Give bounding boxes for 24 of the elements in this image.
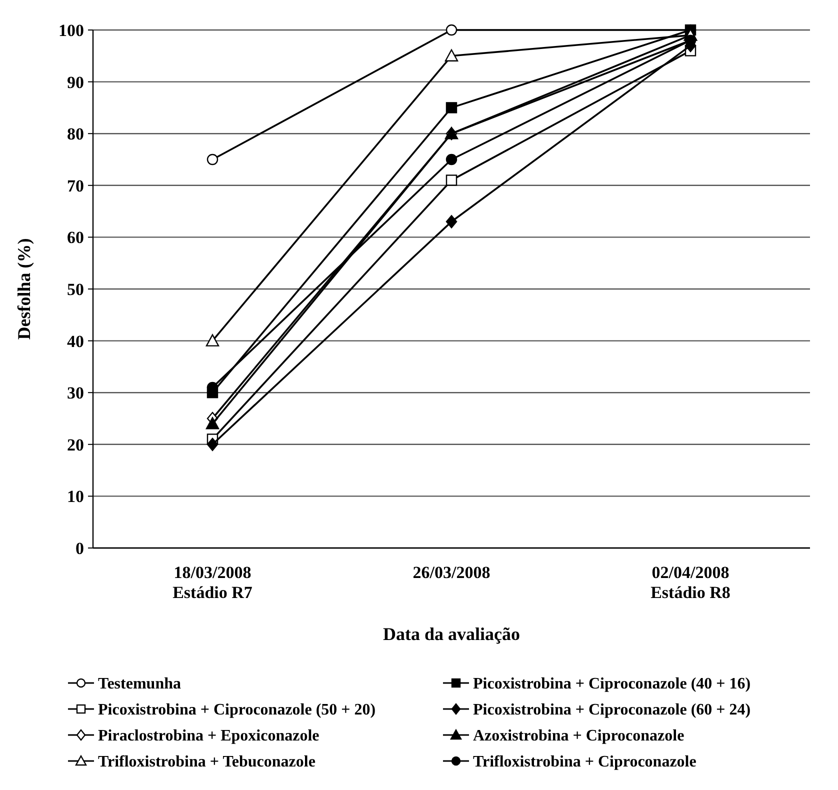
x-tick-label: 02/04/2008 Estádio R8 xyxy=(650,563,730,602)
legend-label: Testemunha xyxy=(98,676,181,693)
legend-label: Trifloxistrobina + Tebuconazole xyxy=(98,754,316,771)
legend-label: Picoxistrobina + Ciproconazole (50 + 20) xyxy=(98,702,376,719)
legend-label: Picoxistrobina + Ciproconazole (40 + 16) xyxy=(473,676,751,693)
y-tick-label: 50 xyxy=(67,280,84,299)
legend-label: Azoxistrobina + Ciproconazole xyxy=(473,728,684,745)
legend-label: Trifloxistrobina + Ciproconazole xyxy=(473,754,696,771)
x-tick-label: 18/03/2008 Estádio R7 xyxy=(172,563,253,602)
x-axis-title: Data da avaliação xyxy=(383,624,520,644)
legend-label: Picoxistrobina + Ciproconazole (60 + 24) xyxy=(473,702,751,719)
x-tick-label: 26/03/2008 xyxy=(412,563,490,582)
y-axis-title: Desfolha (%) xyxy=(14,238,34,340)
y-tick-label: 30 xyxy=(67,384,84,403)
y-tick-label: 40 xyxy=(67,332,84,351)
legend-label: Piraclostrobina + Epoxiconazole xyxy=(98,728,320,745)
y-tick-label: 60 xyxy=(67,228,84,248)
y-tick-label: 70 xyxy=(67,176,84,196)
y-tick-label: 10 xyxy=(67,487,84,506)
y-tick-label: 90 xyxy=(67,72,84,92)
y-tick-label: 100 xyxy=(58,20,84,40)
y-tick-label: 0 xyxy=(76,538,84,558)
y-tick-label: 80 xyxy=(67,124,84,144)
y-tick-label: 20 xyxy=(67,435,84,454)
